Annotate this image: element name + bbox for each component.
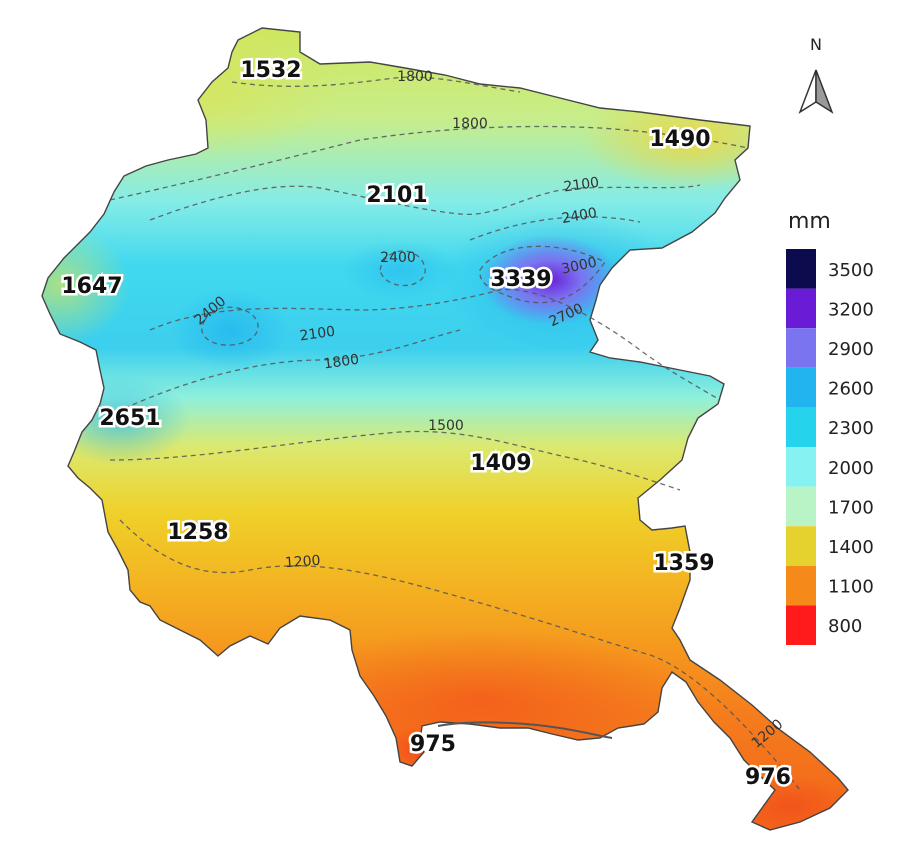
station-value: 976 (745, 765, 791, 790)
contour-label: 2100 (563, 175, 601, 196)
contour-label: 1800 (397, 69, 433, 85)
legend-swatch (786, 605, 816, 645)
legend-title: mm (788, 209, 831, 234)
legend-value: 2000 (828, 458, 874, 479)
legend-value: 1100 (828, 577, 874, 598)
legend-swatch (786, 367, 816, 408)
station-value: 1490 (649, 127, 710, 152)
station-value: 2651 (99, 406, 160, 431)
contour-label: 1500 (428, 418, 464, 434)
north-arrow-icon (798, 69, 817, 114)
legend: mm 3500 3200 2900 2600 2300 2000 1700 1400 1100 8… (786, 209, 874, 645)
station-value: 975 (410, 732, 456, 757)
north-arrow: N (798, 35, 834, 114)
legend-value: 2900 (828, 339, 874, 360)
legend-value: 3500 (828, 260, 874, 281)
station-value: 1647 (61, 274, 122, 299)
station-value: 1409 (470, 451, 531, 476)
contour-label: 2400 (380, 250, 416, 266)
north-label: N (810, 35, 822, 54)
legend-value: 2600 (828, 379, 874, 400)
legend-swatch (786, 328, 816, 368)
contour-label: 1800 (323, 352, 361, 373)
station-value: 1532 (240, 58, 301, 83)
station-values: 1532 1490 2101 1647 3339 2651 1409 1258 … (59, 56, 794, 793)
legend-value: 800 (828, 616, 862, 637)
station-value: 1258 (167, 520, 228, 545)
legend-swatch (786, 486, 816, 527)
station-value: 2101 (366, 183, 427, 208)
station-value: 3339 (490, 267, 551, 292)
contour-label: 3000 (560, 255, 598, 278)
coastline (437, 721, 613, 739)
legend-swatch (786, 526, 816, 566)
legend-swatch (786, 249, 816, 289)
legend-swatch (786, 407, 816, 447)
contour-label: 1800 (452, 116, 488, 132)
legend-value: 2300 (828, 418, 874, 439)
legend-swatch (786, 447, 816, 487)
legend-value: 3200 (828, 299, 874, 320)
station-value: 1359 (653, 551, 714, 576)
legend-swatch (786, 288, 816, 329)
legend-swatch (786, 565, 816, 606)
legend-value: 1400 (828, 537, 874, 558)
contour-label: 2400 (560, 205, 598, 227)
contour-label: 2100 (299, 324, 337, 345)
contour-label: 1200 (284, 553, 321, 571)
legend-value: 1700 (828, 497, 874, 518)
isohyets (99, 76, 801, 791)
